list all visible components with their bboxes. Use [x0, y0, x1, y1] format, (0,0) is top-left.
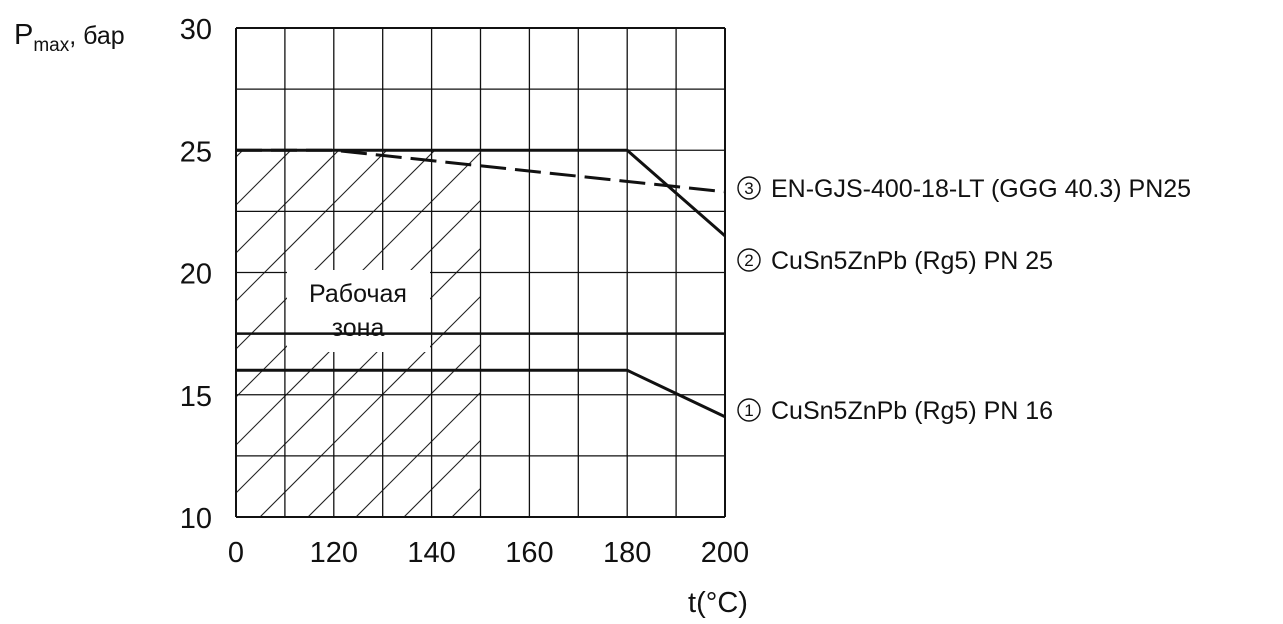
hatch-line — [0, 97, 200, 517]
series-marker-2 — [737, 248, 761, 272]
y-tick-label: 25 — [180, 136, 212, 168]
y-tick-label: 20 — [180, 259, 212, 291]
hatch-line — [932, 97, 1283, 517]
hatch-line — [596, 97, 1016, 517]
y-tick-label: 30 — [180, 14, 212, 46]
series-label: EN-GJS-400-18-LT (GGG 40.3) PN25 — [771, 175, 1191, 203]
hatch-line — [307, 343, 481, 517]
zone-label-line-2: зона — [332, 314, 385, 342]
hatch-line — [0, 97, 104, 517]
series-marker-3 — [737, 176, 761, 200]
hatch-line — [403, 439, 481, 517]
series-marker-1 — [737, 398, 761, 422]
hatch-line — [236, 150, 292, 206]
x-tick-label: 200 — [701, 537, 749, 569]
series-marker-number: 1 — [744, 401, 753, 420]
series-line-2 — [236, 148, 726, 237]
hatch-line — [644, 97, 1064, 517]
x-tick-label: 180 — [603, 537, 651, 569]
series-labels: 3 EN-GJS-400-18-LT (GGG 40.3) PN25 2 CuSn5Z… — [737, 175, 1191, 425]
x-tick-label: 120 — [310, 537, 358, 569]
hatch-line — [692, 97, 1112, 517]
hatch-line — [788, 97, 1208, 517]
hatch-line — [0, 97, 152, 517]
hatch-line — [355, 391, 481, 517]
hatch-line — [451, 487, 481, 517]
hatch-line — [740, 97, 1160, 517]
y-tick-label: 15 — [180, 381, 212, 413]
x-tick-label: 0 — [228, 537, 244, 569]
y-tick-label: 10 — [180, 503, 212, 535]
series-line-1 — [236, 368, 726, 419]
y-tick-labels: 10 15 20 25 30 — [180, 14, 212, 535]
hatch-line — [259, 295, 481, 517]
series-label: CuSn5ZnPb (Rg5) PN 16 — [771, 397, 1053, 425]
hatch-line — [236, 150, 436, 350]
x-axis-label: t(°C) — [688, 587, 748, 619]
series-lines — [236, 148, 726, 419]
zone-label-line-1: Рабочая — [309, 280, 407, 308]
hatch-line — [236, 150, 388, 302]
hatch-line — [884, 97, 1283, 517]
series-marker-number: 2 — [744, 251, 753, 270]
hatch-line — [0, 97, 56, 517]
x-tick-label: 160 — [505, 537, 553, 569]
series-line-3 — [236, 148, 726, 194]
hatch-line — [236, 150, 244, 158]
series-marker-number: 3 — [744, 179, 753, 198]
hatch-line — [548, 97, 968, 517]
y-axis-label: Pmax, бар — [14, 19, 125, 56]
hatch-line — [836, 97, 1256, 517]
hatch-line — [500, 97, 920, 517]
hatch-line — [236, 150, 340, 254]
series-label: CuSn5ZnPb (Rg5) PN 25 — [771, 247, 1053, 275]
working-zone-label-box: Рабочая зона — [287, 270, 430, 352]
chart-grid — [235, 27, 726, 518]
x-tick-label: 140 — [407, 537, 455, 569]
x-tick-labels: 0 120 140 160 180 200 — [228, 537, 749, 569]
